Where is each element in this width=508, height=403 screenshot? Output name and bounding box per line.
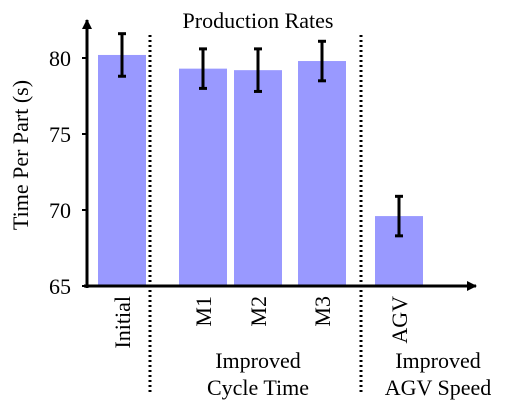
error-bar-initial <box>118 32 126 78</box>
bar-m1 <box>179 68 227 286</box>
group-label-agv-speed-line1: Improved <box>395 348 481 373</box>
group-label-cycle-time-line2: Cycle Time <box>207 375 309 400</box>
group-label-cycle-time: Improved Cycle Time <box>207 348 309 400</box>
x-tick-label-agv: AGV <box>387 296 412 344</box>
group-label-agv-speed-line2: AGV Speed <box>385 375 492 400</box>
error-bar-m1 <box>199 47 207 90</box>
y-tick-label: 80 <box>49 46 71 71</box>
error-bar-m2 <box>254 47 262 93</box>
y-tick-label: 65 <box>49 274 71 299</box>
x-tick-label-m2: M2 <box>246 296 271 327</box>
x-tick-label-m1: M1 <box>191 296 216 327</box>
x-tick-label-initial: Initial <box>110 296 135 349</box>
bar-initial <box>98 54 146 287</box>
group-label-cycle-time-line1: Improved <box>215 348 301 373</box>
chart-title: Production Rates <box>183 8 334 33</box>
group-label-agv-speed: Improved AGV Speed <box>385 348 492 400</box>
y-tick-label: 70 <box>49 198 71 223</box>
error-bar-m3 <box>318 39 326 83</box>
bar-m2 <box>234 70 282 286</box>
y-ticks: 65 70 75 80 <box>49 46 87 299</box>
error-bars <box>118 32 403 238</box>
bar-m3 <box>298 61 346 286</box>
y-tick-label: 75 <box>49 122 71 147</box>
x-tick-label-m3: M3 <box>310 296 335 327</box>
error-bar-agv <box>395 194 403 238</box>
bars <box>98 54 423 287</box>
y-axis-label: Time Per Part (s) <box>8 80 33 230</box>
x-tick-labels: Initial M1 M2 M3 AGV <box>110 296 412 349</box>
